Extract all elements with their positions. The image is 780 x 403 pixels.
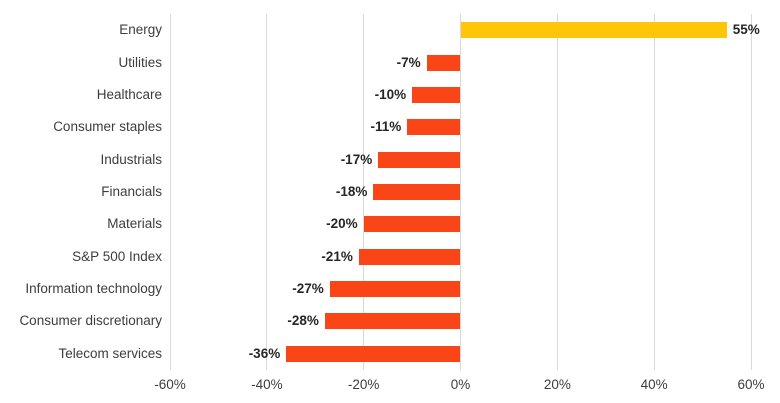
x-axis: -60% -40% -20% 0% 20% 40% 60%	[0, 376, 780, 396]
x-tick-label: -60%	[154, 377, 186, 392]
category-label: Energy	[119, 22, 162, 38]
x-tick-label: 0%	[450, 377, 471, 392]
value-label: -21%	[321, 248, 353, 264]
x-tick-label: -40%	[251, 377, 283, 392]
gridline	[266, 14, 268, 370]
bar-healthcare	[412, 86, 461, 103]
value-label: -28%	[287, 313, 319, 329]
gridline	[460, 14, 461, 370]
value-label: -10%	[374, 86, 407, 102]
gridline	[556, 14, 558, 370]
category-label: Telecom services	[58, 345, 162, 361]
value-label: -18%	[335, 184, 368, 199]
category-label: Consumer discretionary	[19, 313, 162, 329]
category-label: S&P 500 Index	[72, 248, 162, 264]
bar-financials	[373, 184, 461, 200]
x-tick-label: 40%	[640, 377, 668, 392]
value-label: 55%	[732, 22, 760, 38]
value-label: -7%	[396, 54, 421, 70]
x-tick-label: 60%	[737, 377, 765, 392]
bar-information-technology	[329, 281, 461, 298]
category-label: Industrials	[100, 151, 162, 167]
bar-consumer-discretionary	[324, 313, 461, 330]
value-label: -36%	[248, 345, 281, 361]
gridline	[169, 14, 171, 370]
bar-consumer-staples	[407, 119, 461, 136]
value-label: -27%	[292, 281, 324, 297]
x-tick-label: 20%	[543, 377, 571, 392]
bar-energy	[460, 22, 727, 39]
gridline	[653, 14, 655, 370]
bar-industrials	[378, 151, 461, 168]
bar-materials	[363, 216, 461, 233]
category-label: Utilities	[118, 54, 162, 70]
gridline	[750, 14, 752, 370]
bar-utilities	[426, 54, 461, 71]
plot-area: 55% -7% -10% -11% -17% -18% -20% -21% -27% -28% -3…	[169, 14, 760, 370]
category-axis: Energy Utilities Healthcare Consumer staple…	[0, 14, 162, 370]
category-label: Information technology	[25, 281, 162, 297]
value-label: -20%	[326, 216, 358, 232]
x-tick-label: -20%	[347, 377, 380, 392]
category-label: Financials	[101, 184, 162, 199]
category-label: Healthcare	[96, 86, 162, 102]
bar-s-p-500-index	[358, 248, 461, 265]
value-label: -17%	[340, 151, 373, 167]
bar-telecom-services	[286, 345, 461, 362]
value-label: -11%	[370, 119, 402, 135]
gridline	[363, 14, 365, 370]
category-label: Materials	[107, 216, 162, 232]
category-label: Consumer staples	[53, 119, 162, 135]
